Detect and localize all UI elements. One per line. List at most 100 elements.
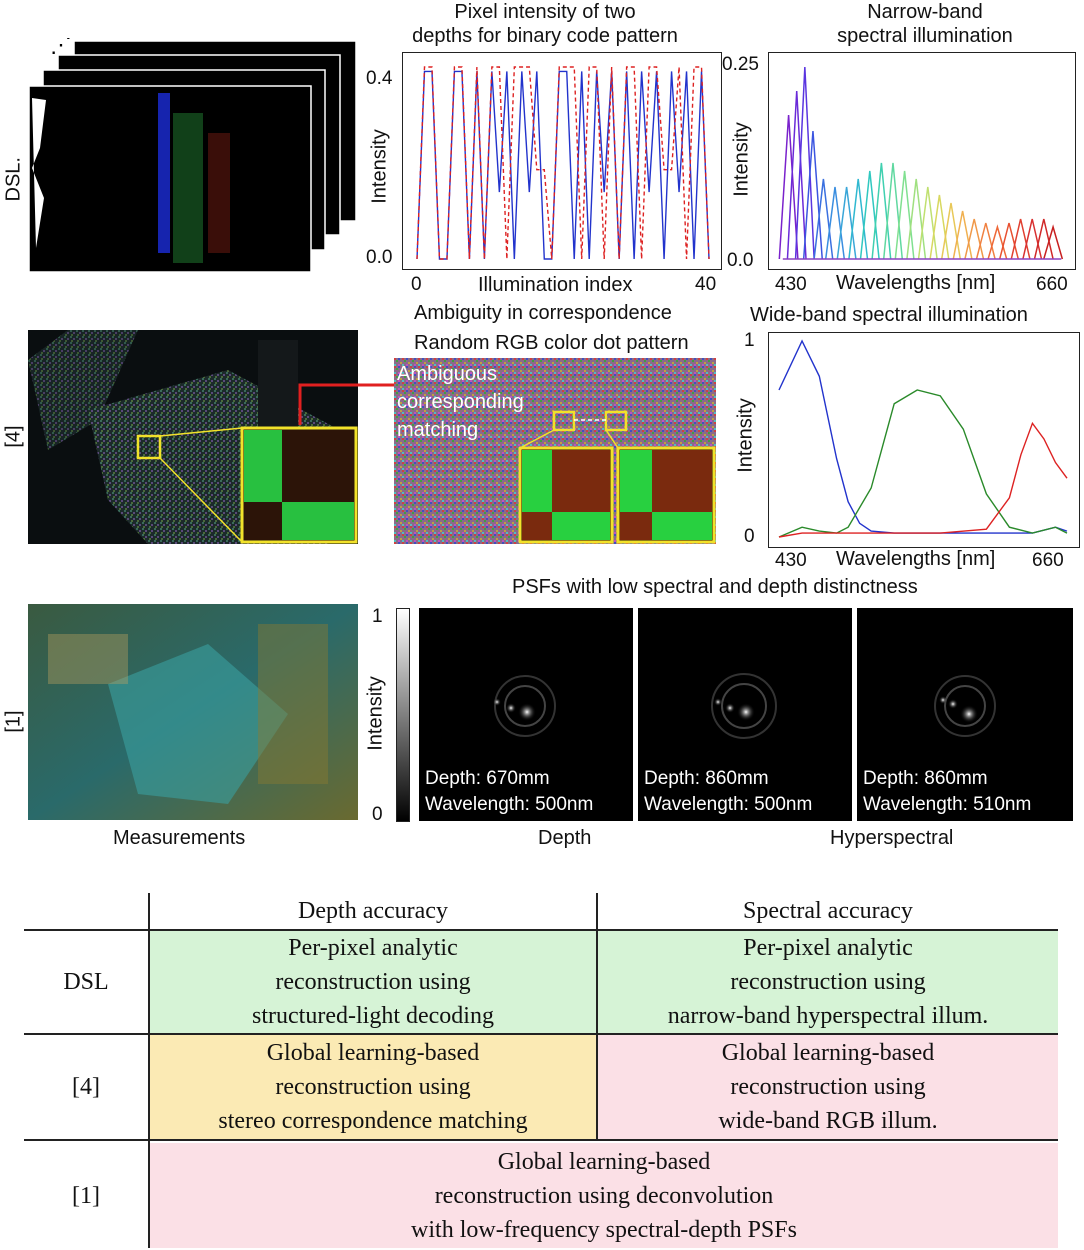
chart1-ytick-top: 0.4	[366, 68, 393, 89]
ref4-depth-line2: reconstruction using	[275, 1074, 471, 1100]
chart2-xtick-430: 430	[775, 274, 807, 295]
table-vrule-mid	[596, 893, 598, 1141]
chart1-series-1	[416, 66, 710, 260]
ref4-spectral-line2: reconstruction using	[730, 1074, 926, 1100]
psf2-depth: Depth: 860mm	[644, 768, 769, 789]
psf-spot-3	[934, 675, 996, 737]
chart2-peak-22	[1022, 218, 1043, 260]
ref1-line2: reconstruction using deconvolution	[434, 1182, 774, 1209]
ambiguity-annotation: Ambiguous corresponding matching	[397, 360, 524, 444]
chart2-peak-21	[1010, 218, 1031, 260]
chart2-ytick-bottom: 0.0	[727, 250, 754, 271]
chart3-xlabel: Wavelengths [nm]	[836, 548, 996, 570]
chart2-title-line1: Narrow-band	[867, 1, 983, 23]
psf-panel-3: Depth: 860mm Wavelength: 510nm	[857, 608, 1073, 821]
colorbar	[396, 608, 410, 822]
chart2-peak-19	[987, 224, 1008, 260]
row-ref4-spectral: Global learning-based reconstruction usi…	[598, 1035, 1058, 1139]
chart2-title-line2: spectral illumination	[837, 25, 1013, 47]
row-ref4-depth: Global learning-based reconstruction usi…	[150, 1035, 596, 1139]
chart3-xtick-660: 660	[1032, 550, 1064, 571]
chart2-title: Narrow-band spectral illumination	[770, 0, 1080, 48]
dsl-spectral-line3: narrow-band hyperspectral illum.	[667, 1003, 989, 1029]
chart1-caption: Ambiguity in correspondence	[414, 302, 672, 324]
chart2-xtick-660: 660	[1036, 274, 1068, 295]
psf-panel-2: Depth: 860mm Wavelength: 500nm	[638, 608, 852, 821]
header-spectral: Spectral accuracy	[743, 898, 913, 924]
annotation-line3: matching	[397, 419, 479, 441]
psf1-depth: Depth: 670mm	[425, 768, 550, 789]
caption-hyperspectral: Hyperspectral	[830, 827, 954, 849]
psf3-depth: Depth: 860mm	[863, 768, 988, 789]
chart2-peak-2	[794, 66, 815, 260]
caption-measurements: Measurements	[113, 827, 246, 849]
chart2-peak-24	[1043, 224, 1064, 260]
ref4-spectral-line1: Global learning-based	[721, 1040, 935, 1066]
chart1-title-line2: depths for binary code pattern	[412, 25, 678, 47]
table-hrule-3	[24, 1139, 1058, 1141]
header-depth: Depth accuracy	[298, 898, 448, 924]
chart2-peak-23	[1033, 218, 1054, 260]
table-hrule-1	[24, 929, 1058, 931]
colorbar-max: 1	[372, 606, 383, 627]
psf-spot-2	[711, 673, 777, 739]
psf1-wavelength: Wavelength: 500nm	[425, 794, 594, 815]
dsl-depth-line2: reconstruction using	[275, 969, 471, 995]
row-label-ref1: [1]	[2, 710, 25, 733]
ref1-line1: Global learning-based	[497, 1148, 711, 1175]
dsl-spectral-line2: reconstruction using	[730, 969, 926, 995]
table-hrule-2	[24, 1033, 1058, 1035]
psf-panel-1: Depth: 670mm Wavelength: 500nm	[419, 608, 633, 821]
chart2-plot-area	[768, 52, 1076, 270]
row-ref1-label: [1]	[72, 1182, 100, 1209]
dot-pattern-title: Random RGB color dot pattern	[414, 332, 689, 354]
chart2-peak-5	[824, 186, 846, 260]
ref1-line3: with low-frequency spectral-depth PSFs	[411, 1216, 797, 1243]
dsl-depth-line1: Per-pixel analytic	[288, 935, 458, 961]
chart3-series-0	[778, 339, 1068, 534]
chart3-plot-area	[768, 332, 1080, 548]
annotation-line1: Ambiguous	[397, 363, 498, 385]
chart3-title: Wide-band spectral illumination	[750, 304, 1028, 326]
chart1-title: Pixel intensity of two depths for binary…	[380, 0, 710, 48]
row-label-dsl: DSL.	[2, 157, 25, 202]
chart1-xtick-0: 0	[411, 274, 422, 295]
measurement-image	[28, 604, 358, 820]
chart1-series-0	[416, 70, 710, 260]
dsl-image-stack: ⋰	[28, 38, 357, 273]
chart3-ylabel: Intensity	[734, 398, 757, 473]
chart1-plot-area	[402, 52, 722, 270]
row-dsl-label: DSL	[63, 969, 109, 995]
psf3-wavelength: Wavelength: 510nm	[863, 794, 1032, 815]
row-ref4-label: [4]	[72, 1074, 100, 1100]
colorbar-min: 0	[372, 804, 383, 825]
chart3-svg	[778, 339, 1068, 538]
annotation-line2: corresponding	[397, 391, 524, 413]
chart3-ytick-bottom: 0	[744, 526, 755, 547]
comparison-table: Depth accuracy Spectral accuracy DSL Per…	[24, 893, 1058, 1248]
chart2-peak-0	[778, 114, 799, 260]
chart3-xtick-430: 430	[775, 550, 807, 571]
dsl-spectral-line1: Per-pixel analytic	[743, 935, 913, 961]
psf-section-title: PSFs with low spectral and depth distinc…	[512, 576, 918, 598]
chart1-xlabel: Illumination index	[478, 274, 633, 296]
ref4-scene-image	[28, 330, 358, 544]
chart2-ylabel: Intensity	[730, 122, 753, 197]
colorbar-label: Intensity	[364, 676, 387, 751]
chart1-ylabel: Intensity	[368, 129, 391, 204]
chart2-peak-9	[871, 162, 892, 260]
chart2-ytick-top: 0.25	[722, 54, 759, 75]
row-label-ref4: [4]	[2, 425, 25, 448]
ref4-spectral-line3: wide-band RGB illum.	[718, 1108, 938, 1134]
chart2-peak-1	[786, 90, 807, 260]
chart3-ytick-top: 1	[744, 330, 755, 351]
chart2-peak-8	[859, 170, 880, 260]
ref4-depth-line1: Global learning-based	[266, 1040, 480, 1066]
dsl-depth-line3: structured-light decoding	[252, 1003, 494, 1029]
row-dsl-depth: Per-pixel analytic reconstruction using …	[150, 931, 596, 1033]
chart1-xtick-40: 40	[695, 274, 717, 295]
caption-depth: Depth	[538, 827, 592, 849]
chart2-peak-20	[998, 222, 1020, 260]
psf2-wavelength: Wavelength: 500nm	[644, 794, 813, 815]
psf-spot-1	[493, 675, 556, 737]
